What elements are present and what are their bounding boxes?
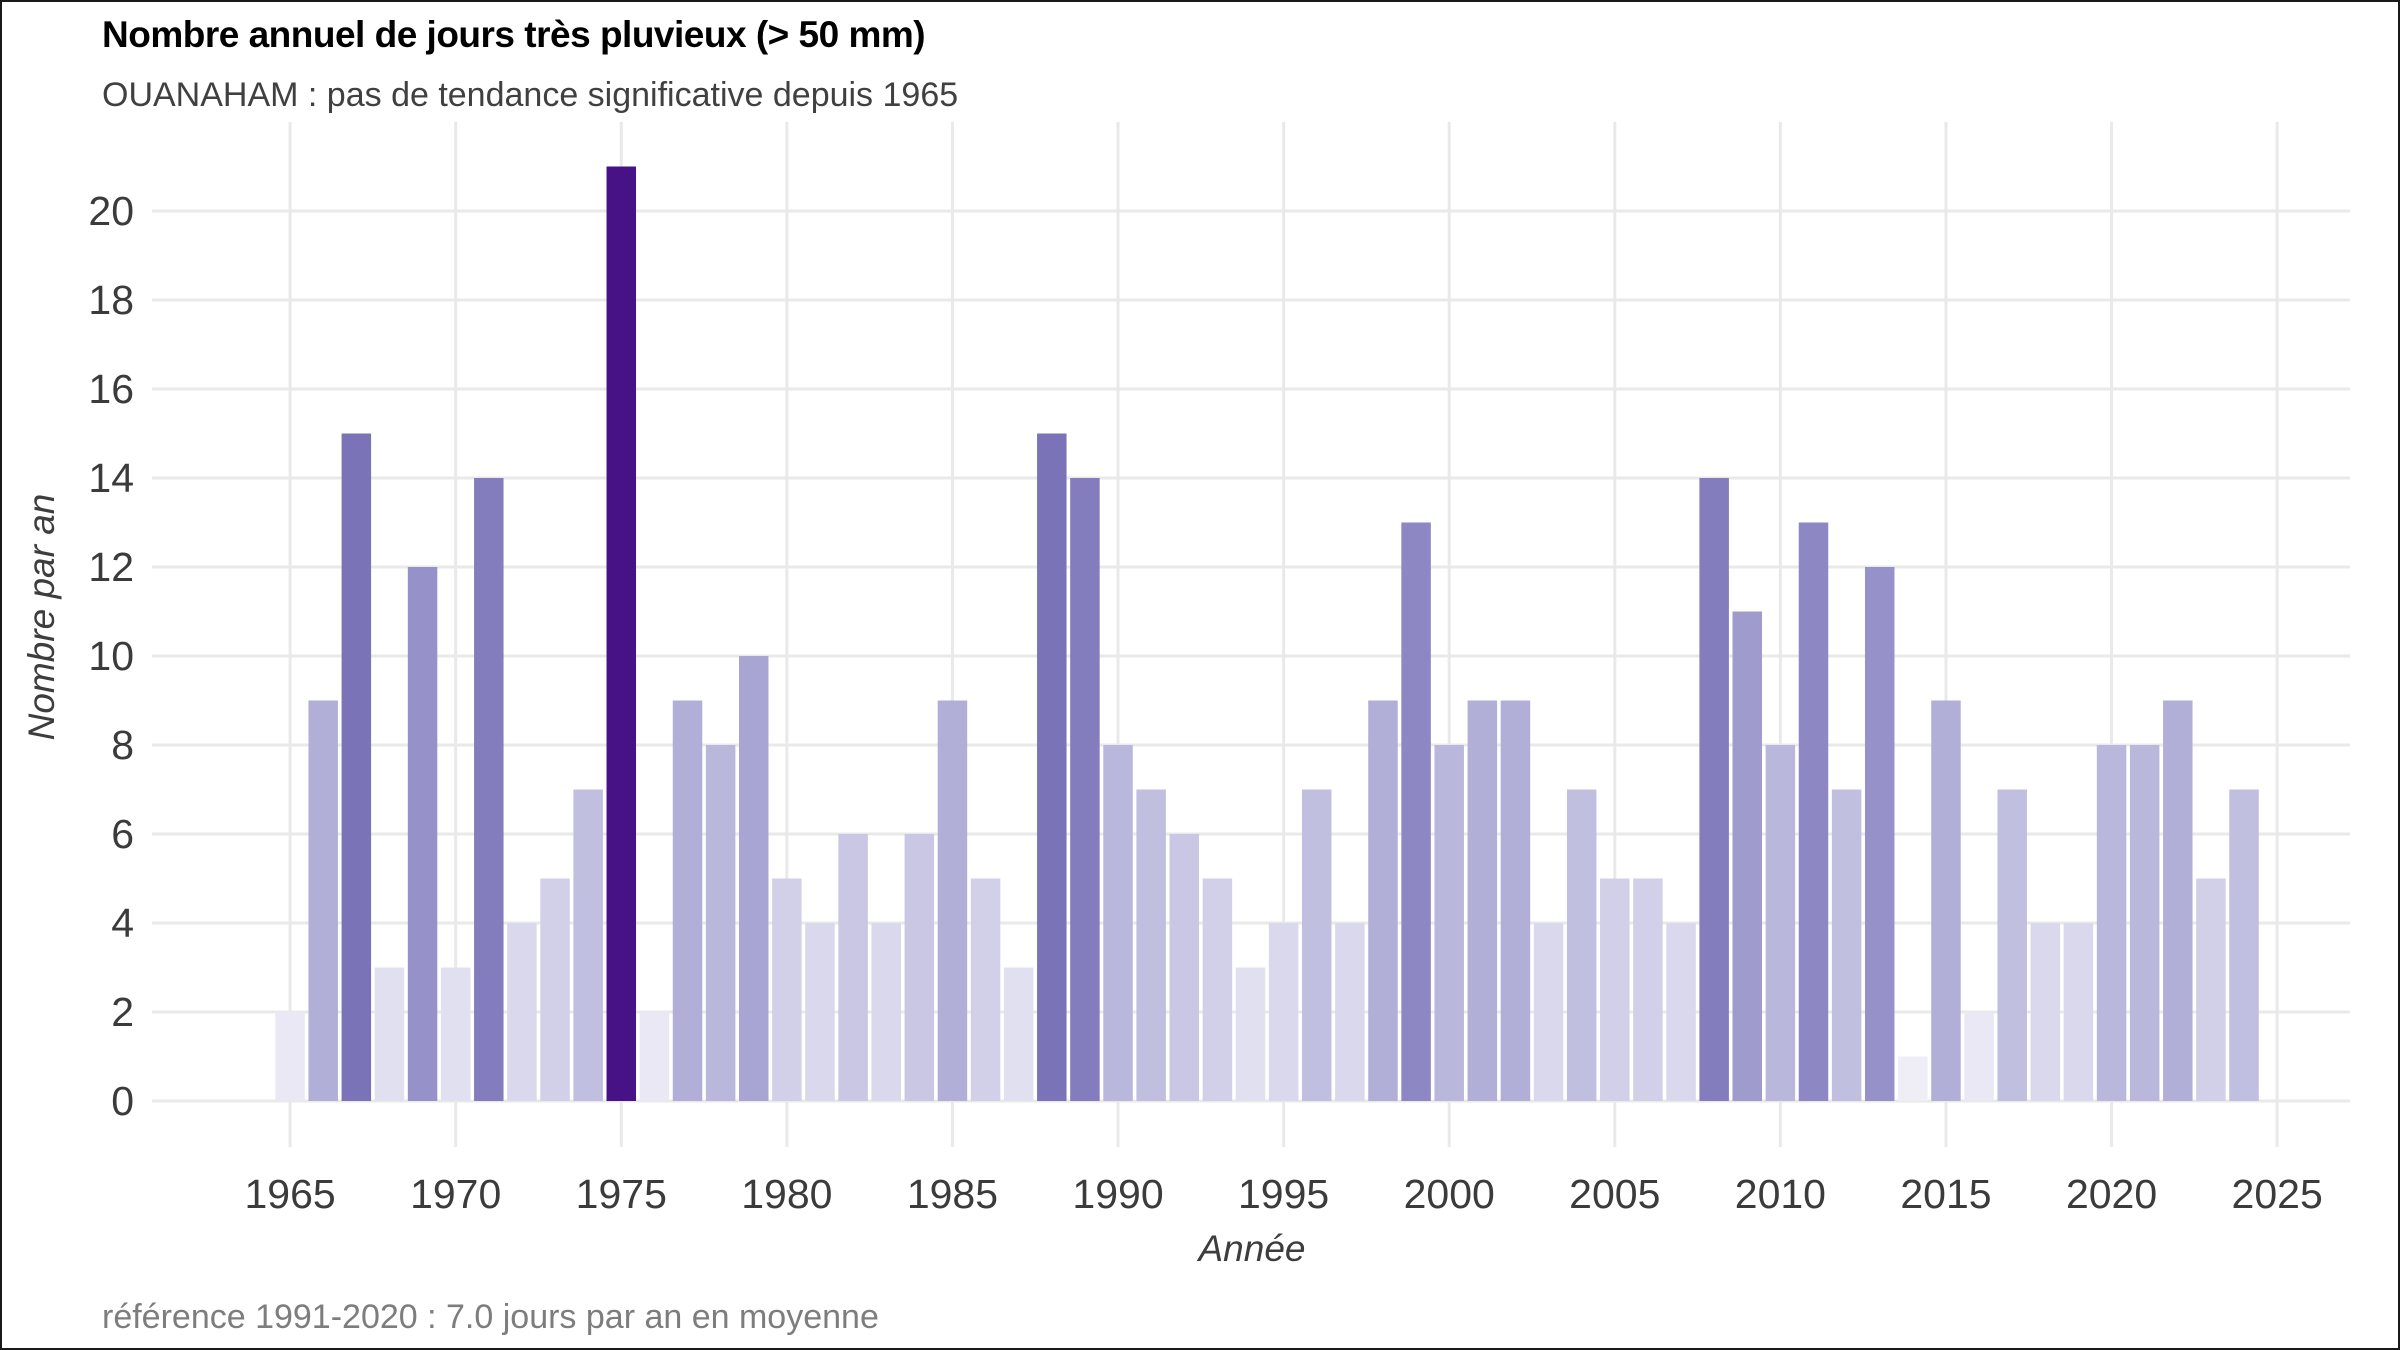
bar-1983 (871, 923, 901, 1101)
bar-2006 (1633, 878, 1663, 1101)
bar-2010 (1765, 745, 1796, 1101)
bar-2004 (1566, 789, 1597, 1101)
y-axis-title: Nombre par an (21, 493, 62, 741)
y-tick-label: 18 (88, 277, 134, 323)
bar-1980 (772, 878, 802, 1101)
x-tick-label: 1995 (1238, 1171, 1329, 1217)
bar-2018 (2030, 923, 2061, 1101)
bar-1994 (1235, 967, 1266, 1101)
x-tick-label: 2015 (1900, 1171, 1991, 1217)
chart-title: Nombre annuel de jours très pluvieux (> … (102, 14, 926, 55)
bar-1991 (1136, 789, 1166, 1101)
bar-2016 (1964, 1012, 1994, 1101)
bar-1977 (672, 700, 703, 1101)
bar-1969 (407, 567, 438, 1101)
y-tick-label: 0 (111, 1078, 134, 1124)
bar-1997 (1335, 923, 1365, 1101)
bar-1982 (838, 834, 868, 1101)
x-tick-label: 2025 (2232, 1171, 2323, 1217)
y-tick-label: 4 (111, 900, 134, 946)
bar-2019 (2063, 923, 2094, 1101)
bar-1981 (805, 923, 835, 1101)
bar-2003 (1533, 923, 1564, 1101)
y-tick-label: 8 (111, 722, 134, 768)
x-tick-label: 2020 (2066, 1171, 2157, 1217)
bar-2014 (1898, 1056, 1928, 1101)
bar-1970 (440, 967, 471, 1101)
bar-1992 (1169, 834, 1200, 1101)
y-tick-label: 6 (111, 811, 134, 857)
bar-2002 (1500, 700, 1531, 1101)
bar-1974 (573, 789, 603, 1101)
bar-2008 (1699, 478, 1729, 1101)
bar-1968 (374, 967, 405, 1101)
y-tick-label: 2 (111, 989, 134, 1035)
bar-1975 (606, 166, 637, 1101)
x-axis-labels: 1965 1970 1975 1980 1985 1990 1995 2000 2005 2010… (244, 1171, 2322, 1217)
bar-1972 (507, 923, 537, 1101)
bar-1965 (275, 1012, 305, 1101)
bar-1978 (705, 745, 736, 1101)
bar-2005 (1600, 878, 1630, 1101)
x-tick-label: 1970 (410, 1171, 501, 1217)
bar-1979 (738, 656, 769, 1101)
y-tick-label: 10 (88, 633, 134, 679)
y-axis-labels: 0 2 4 6 8 10 12 14 16 18 20 (88, 188, 134, 1124)
bar-1966 (308, 700, 338, 1101)
bar-2001 (1467, 700, 1498, 1101)
bar-1998 (1368, 700, 1398, 1101)
bar-2020 (2096, 745, 2127, 1101)
bar-1990 (1103, 745, 1133, 1101)
x-tick-label: 2005 (1569, 1171, 1660, 1217)
bar-1988 (1037, 433, 1067, 1101)
bar-2021 (2129, 745, 2160, 1101)
bar-1973 (540, 878, 570, 1101)
bar-1999 (1401, 522, 1431, 1101)
bar-2013 (1864, 567, 1895, 1101)
bar-1985 (937, 700, 968, 1101)
bar-1993 (1202, 878, 1233, 1101)
x-tick-label: 2000 (1404, 1171, 1495, 1217)
bar-1995 (1268, 923, 1299, 1101)
chart-subtitle: OUANAHAM : pas de tendance significative… (102, 76, 959, 114)
x-tick-label: 1965 (244, 1171, 335, 1217)
bar-2000 (1434, 745, 1464, 1101)
x-tick-label: 1975 (576, 1171, 667, 1217)
reference-note: référence 1991-2020 : 7.0 jours par an e… (102, 1298, 879, 1336)
bar-2024 (2229, 789, 2259, 1101)
bar-2017 (1997, 789, 2027, 1101)
bar-2011 (1798, 522, 1829, 1101)
bar-1987 (1003, 967, 1034, 1101)
bar-1967 (341, 433, 372, 1101)
bar-1971 (474, 478, 504, 1101)
bar-2012 (1831, 789, 1862, 1101)
y-tick-label: 12 (88, 544, 134, 590)
y-tick-label: 14 (88, 455, 134, 501)
x-axis-ticks (288, 1101, 2279, 1147)
bar-1986 (970, 878, 1001, 1101)
bar-2009 (1732, 611, 1763, 1101)
bar-2023 (2196, 878, 2226, 1101)
bar-2022 (2163, 700, 2193, 1101)
x-tick-label: 1985 (907, 1171, 998, 1217)
bar-1984 (904, 834, 935, 1101)
bar-1989 (1070, 478, 1100, 1101)
bar-1996 (1301, 789, 1332, 1101)
x-axis-title: Année (1198, 1228, 1306, 1269)
bar-2015 (1931, 700, 1961, 1101)
y-tick-label: 20 (88, 188, 134, 234)
bars (275, 166, 2259, 1101)
x-tick-label: 2010 (1735, 1171, 1826, 1217)
y-tick-label: 16 (88, 366, 134, 412)
x-tick-label: 1990 (1072, 1171, 1163, 1217)
bar-2007 (1666, 923, 1696, 1101)
bar-1976 (639, 1012, 670, 1101)
x-tick-label: 1980 (741, 1171, 832, 1217)
